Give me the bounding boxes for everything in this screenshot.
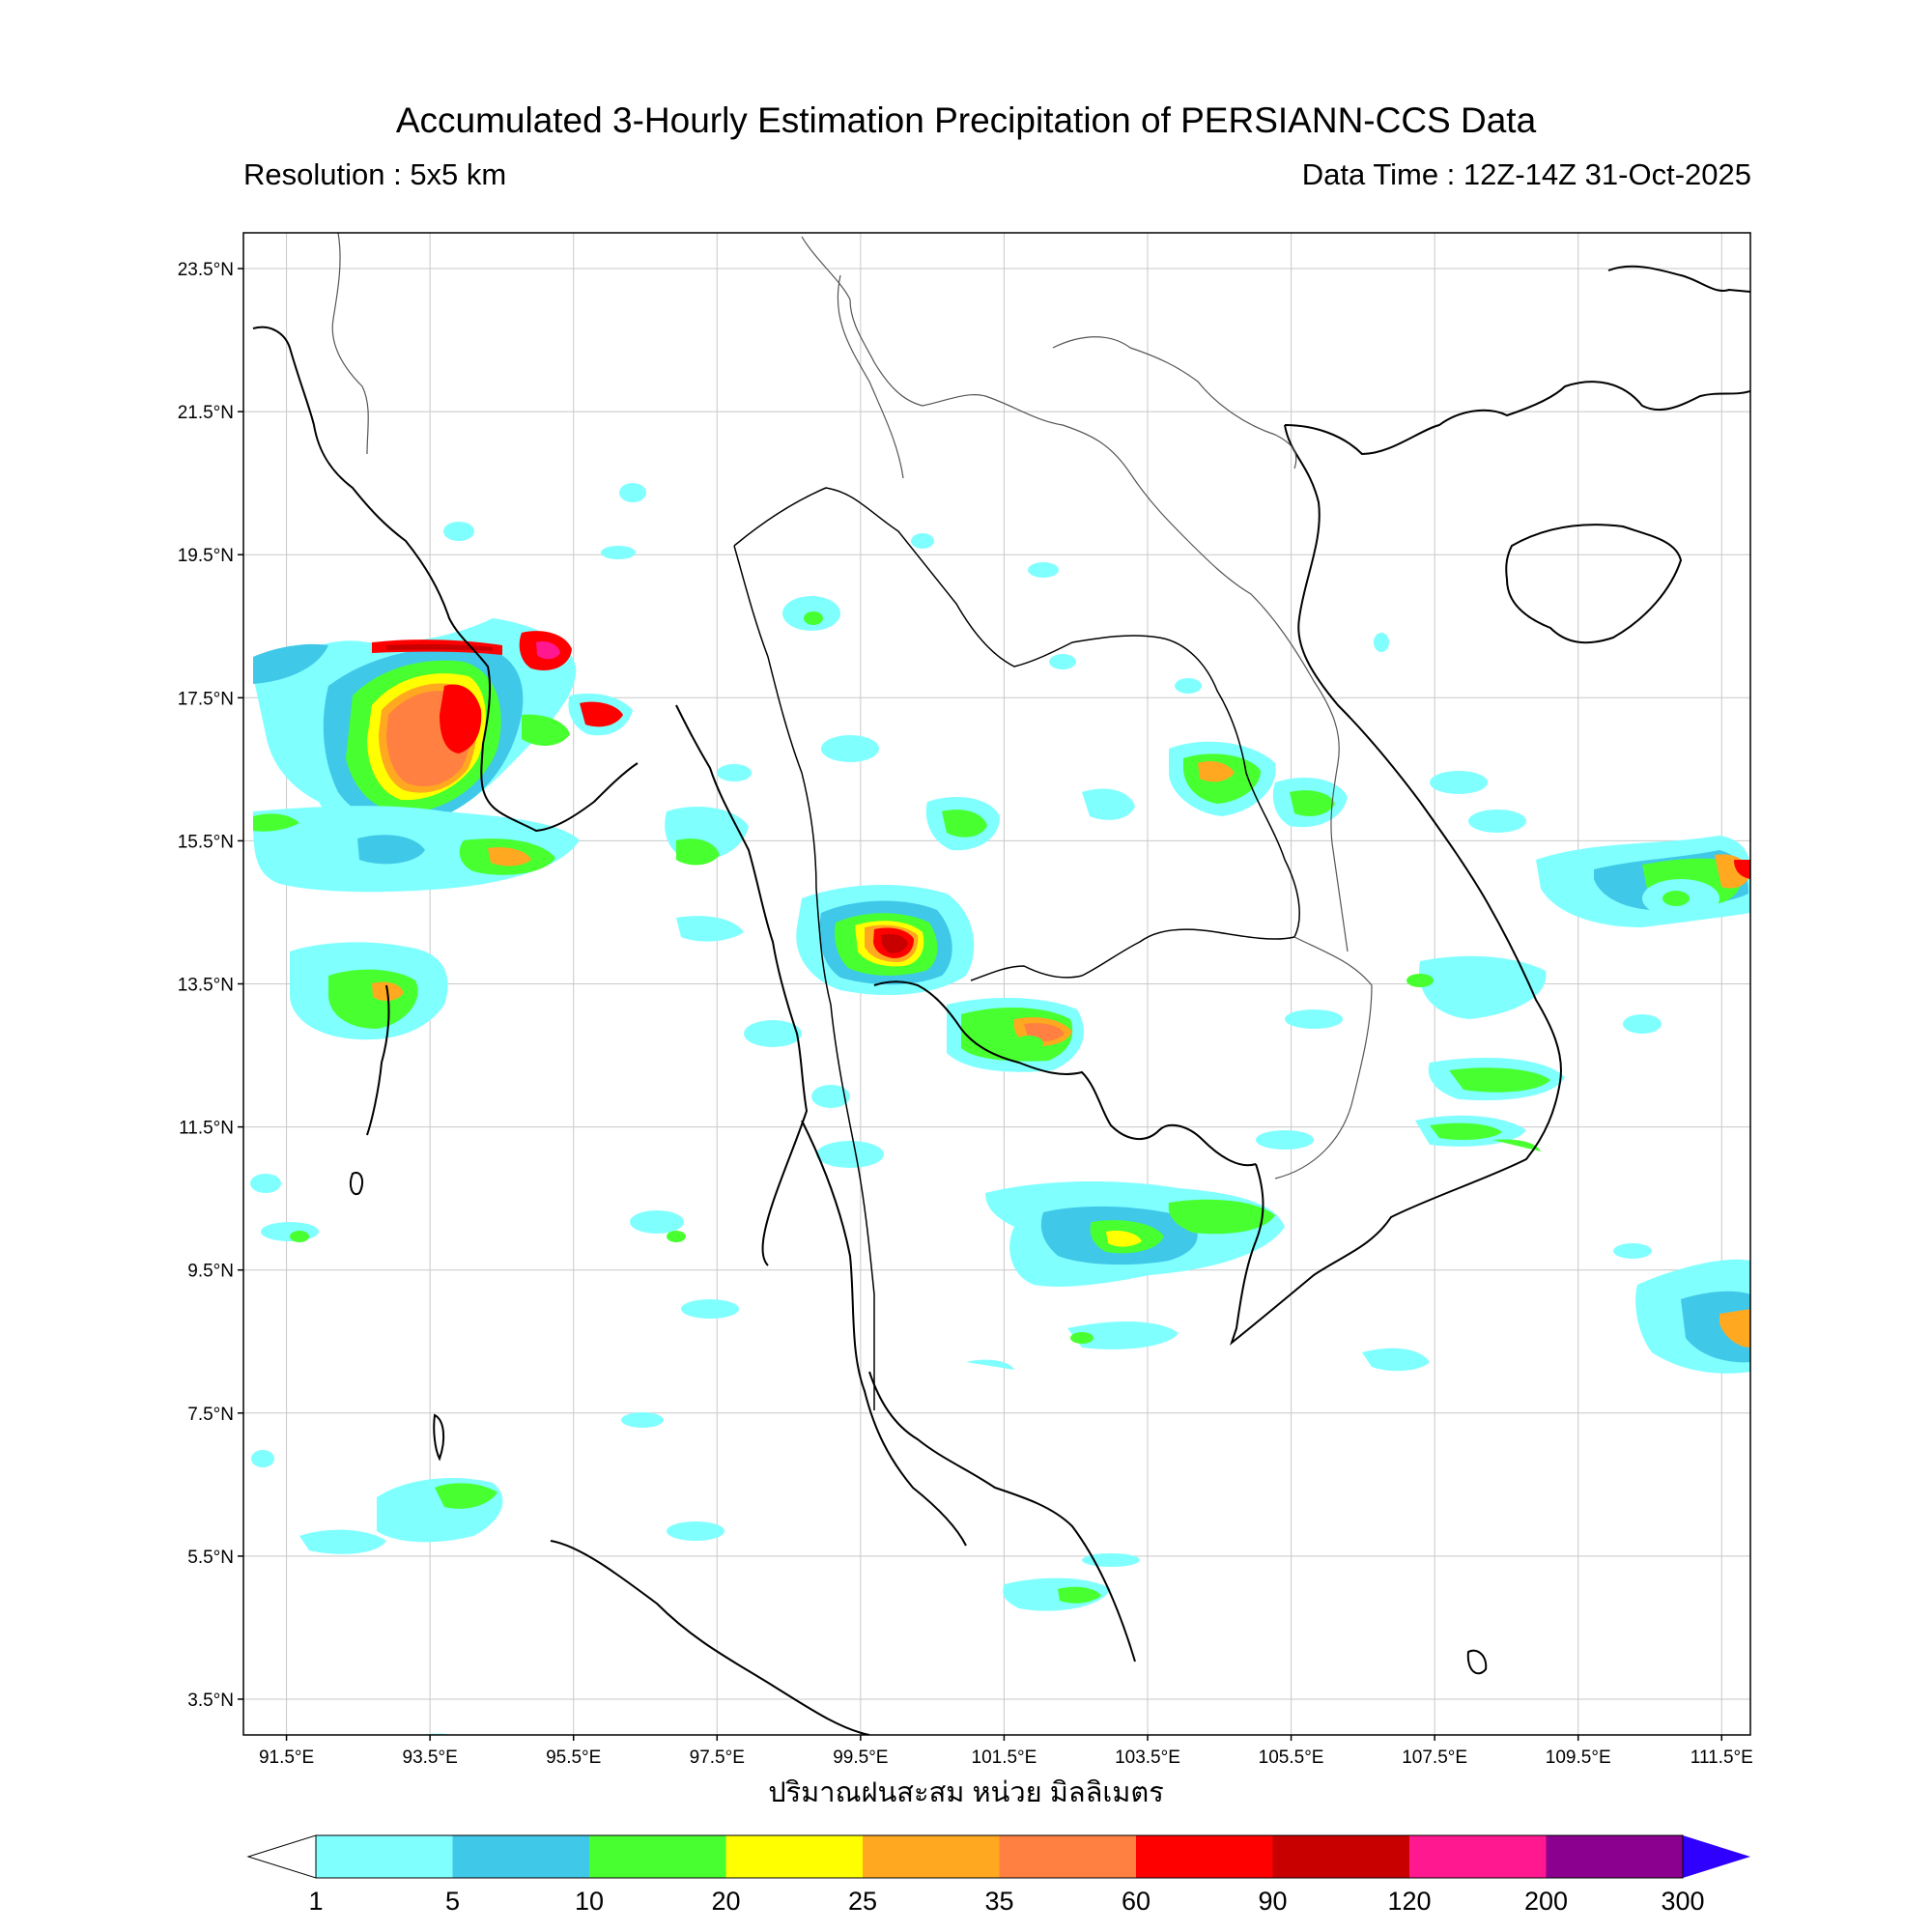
coastline-thai-gulf (873, 980, 1257, 1167)
lat-tick-label: 15.5°N (178, 832, 234, 852)
lon-tick-label: 111.5°E (1690, 1747, 1753, 1768)
lon-tick-label: 103.5°E (1115, 1747, 1180, 1768)
andaman-islands (366, 984, 390, 1136)
lon-tick-label: 105.5°E (1259, 1747, 1324, 1768)
rain-cell-myanmar-coast (253, 618, 633, 828)
border-myanmar-india (331, 233, 369, 455)
lat-tick-label: 11.5°N (179, 1119, 234, 1139)
lon-tick-label: 95.5°E (546, 1747, 601, 1768)
thailand-outline (733, 487, 1300, 981)
lat-tick-label: 21.5°N (178, 403, 234, 423)
resolution-label: Resolution : 5x5 km (243, 157, 507, 191)
coastline-vietnam-south (1229, 424, 1562, 1346)
lon-tick-label: 97.5°E (690, 1747, 745, 1768)
lat-tick-label: 13.5°N (178, 976, 234, 996)
rain-cell-scattered-green (290, 611, 1690, 1344)
rain-cell-scattered (250, 483, 1719, 1567)
rain-field (250, 483, 1750, 1735)
lon-tick-label: 93.5°E (403, 1747, 458, 1768)
border-cambodia-vietnam (1274, 936, 1373, 1179)
lon-tick-label: 99.5°E (833, 1747, 888, 1768)
border-laos-vietnam (1187, 540, 1349, 952)
rain-cell-central-thailand (796, 884, 975, 995)
lat-tick-label: 19.5°N (178, 546, 234, 566)
coastline-malay-peninsula (801, 1120, 967, 1547)
rain-cell-northeast (925, 741, 1348, 851)
lat-tick-label: 3.5°N (187, 1690, 234, 1711)
hainan-island (1505, 524, 1683, 644)
border-myanmar-laos (837, 274, 904, 479)
data-time-label: Data Time : 12Z-14Z 31-Oct-2025 (1301, 157, 1751, 191)
lat-tick-label: 7.5°N (187, 1405, 234, 1425)
lon-tick-label: 101.5°E (972, 1747, 1037, 1768)
andaman-island-small (350, 1172, 364, 1196)
map-xlabel: ปริมาณฝนสะสม หน่วย มิลลิเมตร (768, 1777, 1164, 1808)
coastline-myanmar-tenasserim (675, 704, 809, 1266)
lon-tick-label: 107.5°E (1402, 1747, 1467, 1768)
thailand-west-border (733, 545, 832, 1006)
border-china-myanmar (801, 236, 1189, 542)
island-small-south (1466, 1649, 1488, 1675)
map-title: Accumulated 3-Hourly Estimation Precipit… (395, 100, 1537, 140)
lat-tick-label: 23.5°N (178, 260, 234, 280)
coastline-bangladesh-myanmar (252, 326, 639, 833)
lon-tick-label: 91.5°E (259, 1747, 314, 1768)
rain-cell-gulf-south (966, 1181, 1285, 1611)
rain-cell-andaman-sea (253, 806, 749, 1735)
coastlines-and-borders (252, 233, 1750, 1735)
lat-tick-label: 5.5°N (187, 1548, 234, 1568)
lat-tick-label: 9.5°N (187, 1262, 234, 1282)
nicobar-islands (433, 1413, 445, 1462)
thailand-south-border (830, 1004, 875, 1410)
lon-tick-label: 109.5°E (1546, 1747, 1611, 1768)
rain-cell-eastern-gulf (947, 998, 1084, 1072)
coastline-sumatra (550, 1540, 870, 1735)
coastline-china-south (1284, 381, 1750, 456)
border-china-laos-vietnam (1052, 336, 1297, 469)
coastline-malay-east (868, 1371, 1136, 1662)
coastline-china-top (1607, 265, 1750, 293)
map-axis-ticks: 23.5°N 21.5°N 19.5°N 17.5°N 15.5°N 13.5°N 11.5… (178, 260, 1753, 1768)
lat-tick-label: 17.5°N (178, 689, 234, 709)
